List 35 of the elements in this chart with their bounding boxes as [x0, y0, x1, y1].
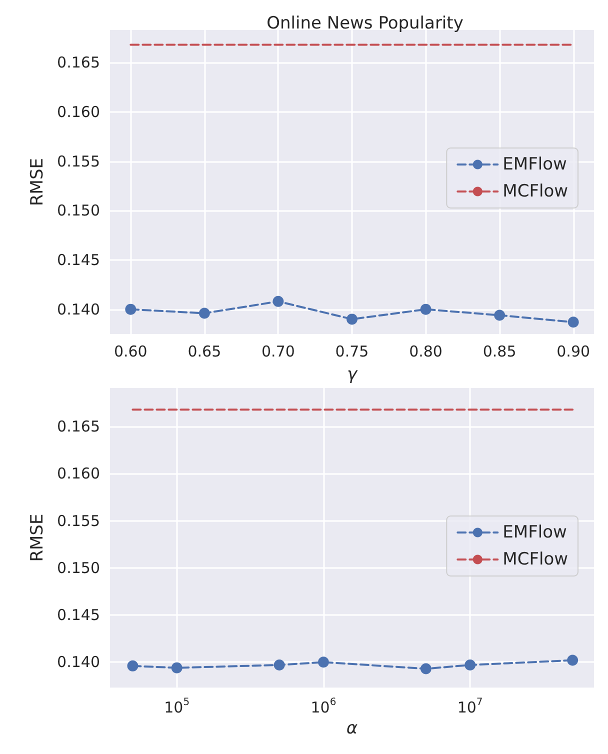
- y-tick-label: 0.165: [57, 418, 100, 436]
- point: [125, 304, 136, 315]
- legend-label: MCFlow: [502, 550, 568, 570]
- y-tick-label: 0.165: [57, 54, 100, 72]
- point: [568, 316, 579, 328]
- y-tick-label: 0.140: [57, 300, 100, 318]
- x-tick-label: 0.90: [556, 342, 590, 360]
- x-tick-label: 0.60: [114, 342, 148, 360]
- y-axis-title: RMSE: [28, 514, 48, 562]
- y-tick-label: 0.140: [57, 653, 100, 672]
- x-tick-label: 0.70: [262, 342, 295, 360]
- y-tick-label: 0.155: [57, 512, 100, 530]
- x-axis-title: α: [346, 718, 358, 738]
- x-tick-label: 0.65: [188, 342, 222, 360]
- point: [198, 308, 210, 319]
- point: [272, 296, 284, 307]
- y-tick-label: 0.150: [57, 202, 100, 220]
- point: [420, 304, 432, 315]
- y-tick-label: 0.145: [57, 606, 100, 624]
- x-tick-label: 0.75: [335, 342, 369, 360]
- y-tick-label: 0.160: [57, 464, 100, 483]
- x-tick-label: 0.80: [409, 342, 442, 360]
- legend-label: MCFlow: [502, 182, 568, 202]
- y-tick-label: 0.150: [57, 558, 100, 577]
- y-tick-label: 0.160: [57, 102, 100, 121]
- legend-label: EMFlow: [502, 522, 567, 542]
- legend-label: EMFlow: [502, 154, 567, 174]
- point: [346, 314, 358, 325]
- x-tick-label: 0.85: [482, 342, 516, 360]
- point: [494, 310, 506, 321]
- x-axis-title: γ: [346, 364, 358, 384]
- y-tick-label: 0.155: [57, 152, 100, 170]
- chart-title: Online News Popularity: [266, 14, 464, 34]
- y-tick-label: 0.145: [57, 250, 100, 269]
- y-axis-title: RMSE: [28, 158, 48, 206]
